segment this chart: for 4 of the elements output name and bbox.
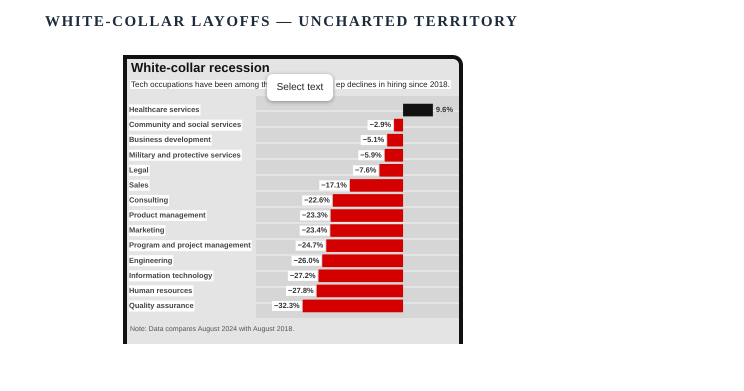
chart-subtitle: White-collar recession (131, 60, 270, 75)
chart-title: WHITE-COLLAR LAYOFFS — UNCHARTED TERRITORY (45, 14, 518, 31)
text: ep declines in hiring since 2018. (335, 80, 451, 89)
select-text-popup: Select text (267, 74, 333, 101)
